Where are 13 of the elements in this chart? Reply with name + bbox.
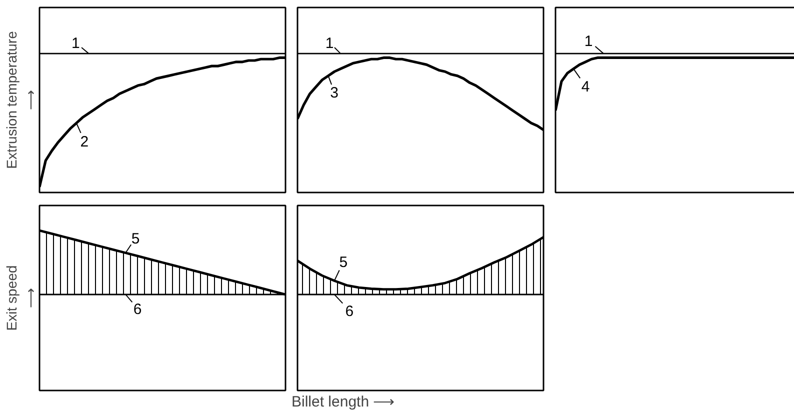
x-axis-title: Billet length ⟶ [292,394,396,410]
legend-label: 1 [325,35,334,52]
series-label: 3 [330,84,338,102]
legend-label: 5 [131,230,140,248]
series-label: 5 [339,254,348,272]
y-axis-title: Exit speed ⟶ [3,265,38,331]
legend-label: 6 [345,302,354,320]
legend-label: 1 [72,35,80,52]
series-label: 2 [80,134,89,151]
legend-label: 1 [584,33,593,50]
series-label: 4 [581,78,590,96]
series-label: 6 [133,300,142,318]
y-axis-title: Extrusion temperature ⟶ [3,30,38,169]
